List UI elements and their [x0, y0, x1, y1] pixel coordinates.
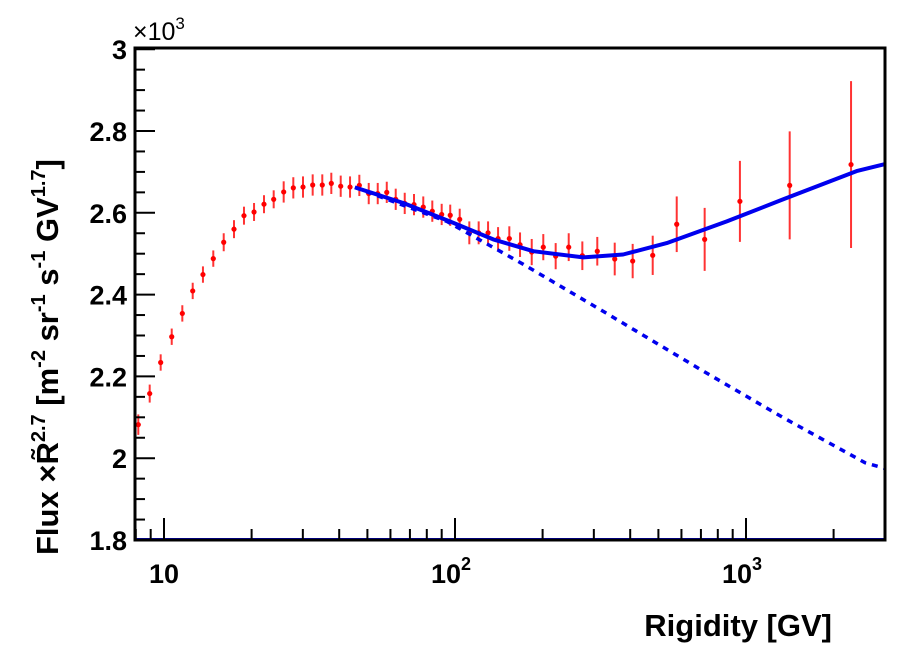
- data-point: [650, 252, 656, 258]
- data-point: [290, 185, 296, 191]
- fit-line: [354, 162, 885, 260]
- y-multiplier-exp: 3: [175, 14, 184, 33]
- y-tick-label: 2.4: [89, 281, 127, 311]
- x-tick-base: 10: [149, 559, 179, 589]
- data-point: [310, 182, 316, 188]
- plot-area: [135, 81, 885, 540]
- y-title-part: Flux ×R̃: [30, 442, 65, 555]
- data-point: [702, 236, 708, 242]
- y-axis-title: Flux ×R̃2.7 [m-2 sr-1 s-1 GV1.7]: [28, 159, 65, 555]
- data-point: [540, 244, 546, 250]
- y-tick-label: 1.8: [89, 526, 127, 556]
- data-point: [261, 201, 267, 207]
- x-tick-base: 10: [722, 559, 752, 589]
- data-point: [190, 288, 196, 294]
- data-point: [169, 334, 175, 340]
- y-title-part: [m: [30, 368, 65, 415]
- y-title-superscript: -1: [28, 294, 50, 312]
- y-title-part: sr: [30, 312, 65, 350]
- y-tick-label: 2.2: [89, 362, 127, 392]
- data-point: [231, 226, 237, 232]
- data-point: [848, 161, 854, 168]
- data-point: [319, 182, 325, 188]
- y-title-part: ]: [30, 159, 65, 169]
- data-point: [221, 239, 227, 245]
- y-multiplier-base: ×10: [133, 18, 175, 46]
- data-point: [447, 212, 453, 218]
- data-point: [630, 258, 636, 264]
- data-point: [338, 183, 344, 189]
- data-point: [328, 180, 334, 186]
- data-point: [787, 182, 793, 188]
- y-title-superscript: 1.7: [28, 169, 50, 197]
- x-tick-label: 102: [431, 554, 471, 589]
- y-tick-label: 2.6: [89, 199, 127, 229]
- data-point: [674, 221, 680, 227]
- x-tick-exp: 3: [752, 554, 762, 574]
- fit-without-break-line: [354, 185, 885, 471]
- x-axis-title: Rigidity [GV]: [644, 608, 832, 643]
- data-point: [612, 256, 618, 262]
- data-point: [158, 359, 164, 366]
- data-point: [241, 213, 247, 219]
- y-title-part: GV: [30, 197, 65, 251]
- data-point: [506, 235, 512, 242]
- y-tick-label: 3: [112, 35, 127, 65]
- y-tick-label: 2.8: [89, 117, 127, 147]
- data-point: [135, 422, 141, 428]
- data-point: [179, 310, 185, 317]
- data-point: [210, 256, 216, 262]
- y-title-part: s: [30, 268, 65, 294]
- data-point: [147, 390, 153, 397]
- x-tick-label: 10: [149, 559, 179, 589]
- data-point: [594, 248, 600, 254]
- y-title-superscript: -2: [28, 350, 50, 368]
- data-point: [300, 184, 306, 190]
- data-point: [271, 196, 277, 202]
- y-title-superscript: -1: [28, 251, 50, 269]
- data-point: [251, 209, 257, 215]
- data-point: [737, 198, 743, 204]
- data-point: [347, 184, 353, 190]
- x-tick-base: 10: [431, 559, 461, 589]
- data-point: [281, 189, 287, 195]
- y-multiplier: ×103: [133, 14, 185, 46]
- data-point: [485, 230, 491, 236]
- data-point: [457, 216, 463, 222]
- x-tick-label: 103: [722, 554, 762, 589]
- data-point: [566, 244, 572, 250]
- data-point: [200, 271, 206, 278]
- plot-frame: [133, 46, 887, 542]
- data-point: [384, 189, 390, 195]
- y-title-superscript: 2.7: [28, 414, 50, 442]
- y-tick-label: 2: [112, 444, 127, 474]
- x-tick-exp: 2: [461, 554, 471, 574]
